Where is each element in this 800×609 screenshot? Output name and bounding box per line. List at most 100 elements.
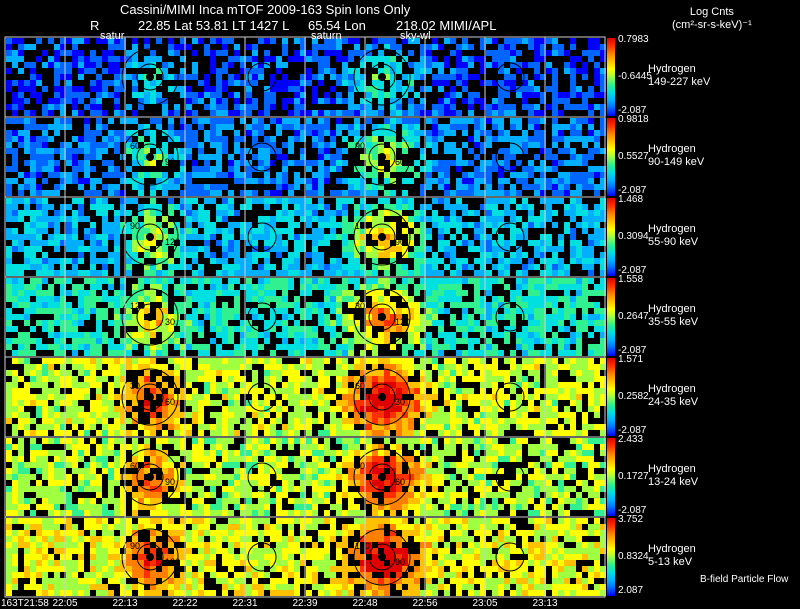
heatmap-cell — [102, 296, 108, 302]
heatmap-cell — [90, 418, 96, 424]
heatmap-cell — [456, 190, 462, 196]
heatmap-cell — [408, 86, 414, 92]
heatmap-cell — [516, 172, 522, 178]
heatmap-cell — [258, 160, 264, 166]
heatmap-cell — [180, 190, 186, 196]
heatmap-cell — [534, 296, 540, 302]
heatmap-cell — [288, 222, 294, 228]
heatmap-cell — [438, 222, 444, 228]
heatmap-cell — [12, 412, 18, 418]
heatmap-cell — [6, 394, 12, 400]
heatmap-cell — [12, 296, 18, 302]
heatmap-cell — [234, 210, 240, 216]
heatmap-cell — [546, 388, 552, 394]
heatmap-cell — [210, 38, 216, 44]
heatmap-cell — [414, 438, 420, 444]
heatmap-cell — [180, 204, 186, 210]
heatmap-cell — [474, 172, 480, 178]
heatmap-cell — [60, 462, 66, 468]
heatmap-cell — [510, 406, 516, 412]
heatmap-cell — [258, 296, 264, 302]
heatmap-cell — [180, 44, 186, 50]
heatmap-cell — [222, 86, 228, 92]
heatmap-cell — [210, 278, 216, 284]
heatmap-cell — [108, 118, 114, 124]
heatmap-cell — [564, 204, 570, 210]
heatmap-cell — [120, 412, 126, 418]
heatmap-cell — [378, 216, 384, 222]
heatmap-cell — [120, 450, 126, 456]
heatmap-cell — [576, 104, 582, 110]
heatmap-cell — [498, 178, 504, 184]
heatmap-cell — [276, 154, 282, 160]
heatmap-cell — [84, 270, 90, 276]
heatmap-cell — [354, 38, 360, 44]
heatmap-cell — [354, 430, 360, 436]
heatmap-cell — [270, 382, 276, 388]
heatmap-cell — [318, 400, 324, 406]
heatmap-cell — [432, 160, 438, 166]
heatmap-cell — [204, 136, 210, 142]
heatmap-cell — [180, 178, 186, 184]
heatmap-cell — [216, 400, 222, 406]
heatmap-cell — [282, 160, 288, 166]
heatmap-cell — [156, 424, 162, 430]
heatmap-cell — [594, 438, 600, 444]
heatmap-cell — [546, 320, 552, 326]
heatmap-cell — [42, 358, 48, 364]
heatmap-cell — [6, 264, 12, 270]
heatmap-cell — [210, 252, 216, 258]
heatmap-cell — [576, 130, 582, 136]
heatmap-cell — [552, 178, 558, 184]
heatmap-cell — [588, 154, 594, 160]
heatmap-cell — [480, 302, 486, 308]
heatmap-cell — [42, 86, 48, 92]
heatmap-cell — [504, 418, 510, 424]
heatmap-cell — [288, 98, 294, 104]
heatmap-cell — [102, 456, 108, 462]
heatmap-cell — [282, 154, 288, 160]
heatmap-cell — [528, 302, 534, 308]
heatmap-cell — [276, 240, 282, 246]
heatmap-cell — [84, 38, 90, 44]
heatmap-cell — [102, 160, 108, 166]
heatmap-cell — [348, 38, 354, 44]
heatmap-cell — [588, 394, 594, 400]
pitch-angle-contour — [121, 128, 179, 186]
heatmap-cell — [30, 110, 36, 116]
heatmap-cell — [6, 450, 12, 456]
heatmap-cell — [516, 444, 522, 450]
heatmap-cell — [18, 296, 24, 302]
heatmap-cell — [360, 136, 366, 142]
heatmap-cell — [432, 456, 438, 462]
heatmap-cell — [432, 344, 438, 350]
heatmap-cell — [102, 430, 108, 436]
heatmap-cell — [330, 270, 336, 276]
heatmap-cell — [90, 228, 96, 234]
heatmap-cell — [504, 80, 510, 86]
heatmap-cell — [192, 308, 198, 314]
heatmap-cell — [48, 172, 54, 178]
heatmap-cell — [492, 302, 498, 308]
heatmap-cell — [72, 332, 78, 338]
heatmap-cell — [66, 178, 72, 184]
heatmap-cell — [408, 302, 414, 308]
heatmap-cell — [216, 136, 222, 142]
heatmap-cell — [570, 258, 576, 264]
heatmap-cell — [114, 216, 120, 222]
heatmap-cell — [318, 382, 324, 388]
heatmap-cell — [570, 400, 576, 406]
heatmap-cell — [198, 332, 204, 338]
heatmap-cell — [384, 74, 390, 80]
heatmap-cell — [84, 290, 90, 296]
heatmap-cell — [30, 154, 36, 160]
heatmap-cell — [336, 178, 342, 184]
heatmap-cell — [288, 418, 294, 424]
heatmap-cell — [156, 154, 162, 160]
heatmap-cell — [504, 326, 510, 332]
heatmap-cell — [438, 124, 444, 130]
heatmap-cell — [66, 228, 72, 234]
heatmap-cell — [516, 118, 522, 124]
heatmap-cell — [312, 234, 318, 240]
